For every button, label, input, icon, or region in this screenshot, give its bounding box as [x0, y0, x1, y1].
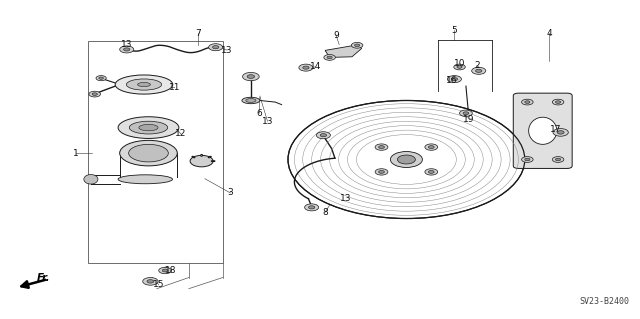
Text: 6: 6 — [257, 109, 262, 118]
Circle shape — [163, 269, 168, 272]
Circle shape — [99, 77, 104, 79]
Ellipse shape — [118, 117, 179, 138]
Circle shape — [457, 66, 462, 68]
Ellipse shape — [192, 156, 195, 158]
Circle shape — [522, 157, 533, 162]
Ellipse shape — [139, 124, 158, 131]
Circle shape — [288, 100, 525, 219]
Circle shape — [124, 48, 130, 51]
Circle shape — [143, 278, 158, 285]
Circle shape — [425, 169, 438, 175]
Text: 8: 8 — [323, 208, 328, 217]
Circle shape — [556, 158, 561, 161]
Circle shape — [428, 170, 434, 173]
Circle shape — [522, 99, 533, 105]
Circle shape — [159, 267, 172, 274]
Ellipse shape — [118, 175, 173, 184]
Circle shape — [96, 76, 106, 81]
Bar — [88, 41, 223, 263]
Ellipse shape — [211, 160, 215, 161]
Text: 7: 7 — [196, 29, 201, 38]
Circle shape — [212, 46, 219, 49]
Ellipse shape — [208, 156, 211, 158]
Circle shape — [209, 44, 223, 51]
Circle shape — [472, 67, 486, 74]
Ellipse shape — [201, 154, 202, 156]
Text: SV23-B2400: SV23-B2400 — [580, 297, 630, 306]
Ellipse shape — [246, 99, 256, 102]
Circle shape — [557, 131, 564, 134]
Circle shape — [379, 146, 385, 149]
Text: 13: 13 — [340, 194, 351, 203]
Text: 17: 17 — [550, 125, 561, 134]
Text: 12: 12 — [175, 130, 187, 138]
Text: 4: 4 — [547, 29, 552, 38]
Circle shape — [147, 280, 154, 283]
Text: 2: 2 — [474, 61, 479, 70]
Circle shape — [308, 206, 315, 209]
Circle shape — [397, 155, 415, 164]
Ellipse shape — [129, 144, 168, 162]
Circle shape — [460, 110, 472, 116]
Circle shape — [327, 56, 332, 59]
Circle shape — [552, 99, 564, 105]
Polygon shape — [325, 45, 362, 57]
Circle shape — [351, 42, 363, 48]
Circle shape — [316, 132, 330, 139]
Circle shape — [379, 170, 385, 173]
Circle shape — [447, 76, 461, 83]
Circle shape — [324, 55, 335, 60]
Circle shape — [552, 157, 564, 162]
Text: 1: 1 — [73, 149, 78, 158]
Text: 13: 13 — [121, 40, 132, 49]
Circle shape — [428, 146, 434, 149]
Text: 14: 14 — [310, 63, 321, 71]
Circle shape — [89, 91, 100, 97]
Text: 15: 15 — [153, 280, 164, 289]
Circle shape — [320, 134, 326, 137]
Ellipse shape — [138, 83, 150, 87]
Circle shape — [390, 152, 422, 167]
Circle shape — [476, 69, 482, 72]
Circle shape — [303, 66, 309, 69]
Text: 9: 9 — [333, 31, 339, 40]
Circle shape — [425, 144, 438, 150]
Circle shape — [451, 78, 458, 81]
Circle shape — [305, 204, 319, 211]
Circle shape — [355, 44, 360, 47]
Circle shape — [553, 129, 568, 136]
Ellipse shape — [127, 79, 161, 90]
Ellipse shape — [129, 121, 168, 134]
Circle shape — [375, 169, 388, 175]
Text: 19: 19 — [463, 115, 475, 124]
Circle shape — [247, 75, 255, 78]
Circle shape — [299, 64, 313, 71]
Circle shape — [92, 93, 97, 95]
Circle shape — [525, 101, 530, 103]
Circle shape — [243, 72, 259, 81]
Text: 3: 3 — [228, 189, 233, 197]
Circle shape — [375, 144, 388, 150]
Text: 10: 10 — [454, 59, 465, 68]
Ellipse shape — [242, 97, 260, 104]
Ellipse shape — [529, 117, 557, 145]
Text: 18: 18 — [165, 266, 177, 275]
Text: 16: 16 — [446, 76, 458, 85]
Circle shape — [525, 158, 530, 161]
Text: 13: 13 — [262, 117, 273, 126]
Circle shape — [463, 112, 468, 115]
FancyBboxPatch shape — [513, 93, 572, 168]
Text: 13: 13 — [221, 46, 233, 55]
Text: 11: 11 — [169, 83, 180, 92]
Circle shape — [454, 64, 465, 70]
Text: Fr.: Fr. — [37, 273, 51, 283]
Circle shape — [190, 155, 213, 167]
Circle shape — [120, 46, 134, 53]
Circle shape — [556, 101, 561, 103]
Ellipse shape — [84, 174, 98, 184]
Ellipse shape — [120, 140, 177, 166]
Ellipse shape — [115, 75, 173, 94]
Text: 5: 5 — [452, 26, 457, 35]
